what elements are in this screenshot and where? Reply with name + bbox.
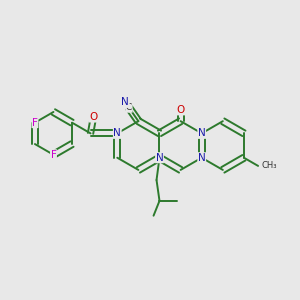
Text: N: N xyxy=(113,128,121,138)
Text: CH₃: CH₃ xyxy=(261,161,277,170)
Text: C: C xyxy=(126,103,132,112)
Text: O: O xyxy=(176,105,185,115)
Text: N: N xyxy=(122,98,129,107)
Text: N: N xyxy=(198,128,206,138)
Text: F: F xyxy=(50,150,56,160)
Text: O: O xyxy=(89,112,98,122)
Text: F: F xyxy=(32,118,38,128)
Text: N: N xyxy=(198,153,206,163)
Text: N: N xyxy=(156,153,164,163)
